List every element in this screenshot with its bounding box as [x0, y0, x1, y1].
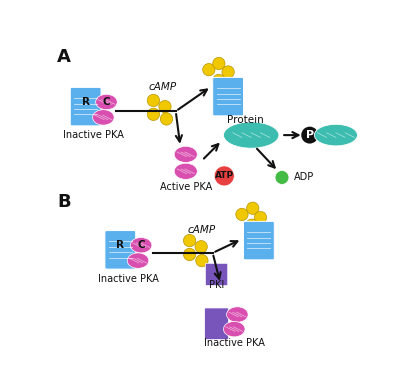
Circle shape — [160, 113, 173, 125]
FancyBboxPatch shape — [105, 230, 136, 269]
Circle shape — [213, 57, 225, 70]
Circle shape — [214, 166, 234, 186]
Text: Inactive PKA: Inactive PKA — [204, 338, 265, 348]
Text: R: R — [82, 97, 90, 107]
Circle shape — [236, 208, 248, 221]
Text: ATP: ATP — [215, 171, 234, 180]
Circle shape — [196, 255, 208, 267]
Text: B: B — [57, 193, 71, 211]
Text: A: A — [57, 48, 71, 66]
Circle shape — [246, 219, 258, 231]
Circle shape — [275, 171, 289, 184]
Circle shape — [159, 100, 171, 113]
Text: cAMP: cAMP — [187, 225, 215, 235]
Text: R: R — [116, 240, 124, 250]
Ellipse shape — [224, 321, 245, 337]
FancyBboxPatch shape — [205, 308, 228, 340]
Circle shape — [184, 248, 196, 261]
Text: PKI: PKI — [209, 280, 224, 290]
Circle shape — [222, 66, 234, 78]
Text: C: C — [103, 97, 110, 107]
Ellipse shape — [130, 237, 152, 253]
Text: Active PKA: Active PKA — [160, 182, 212, 192]
Circle shape — [195, 241, 207, 253]
Ellipse shape — [92, 110, 114, 125]
Ellipse shape — [174, 146, 197, 163]
Ellipse shape — [174, 163, 197, 179]
Text: Inactive PKA: Inactive PKA — [98, 274, 158, 284]
Text: C: C — [137, 240, 145, 250]
Text: ADP: ADP — [294, 172, 314, 182]
FancyBboxPatch shape — [213, 77, 244, 116]
Ellipse shape — [96, 94, 117, 110]
Text: Inactive PKA: Inactive PKA — [63, 130, 124, 140]
Circle shape — [246, 202, 259, 215]
FancyBboxPatch shape — [70, 87, 101, 126]
Circle shape — [184, 234, 196, 247]
Circle shape — [147, 108, 160, 121]
Circle shape — [147, 94, 160, 107]
Text: cAMP: cAMP — [148, 81, 177, 92]
Circle shape — [203, 64, 215, 76]
Text: P: P — [306, 130, 314, 140]
Ellipse shape — [224, 122, 279, 148]
Circle shape — [254, 211, 267, 223]
Ellipse shape — [226, 307, 248, 322]
FancyBboxPatch shape — [205, 263, 228, 286]
FancyBboxPatch shape — [244, 221, 274, 260]
Text: Protein: Protein — [228, 116, 264, 125]
Circle shape — [213, 74, 225, 87]
Ellipse shape — [314, 124, 358, 146]
Ellipse shape — [127, 253, 149, 268]
Circle shape — [301, 126, 318, 144]
